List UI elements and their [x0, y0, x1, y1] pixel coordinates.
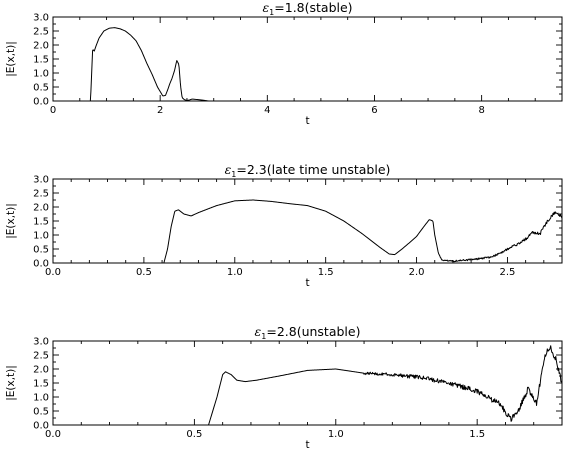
title-symbol: ε [255, 324, 262, 339]
x-axis-label: t [305, 439, 309, 451]
y-tick-label: 0.0 [33, 97, 49, 108]
x-tick-label: 0 [50, 105, 56, 116]
title-subscript: 1 [261, 332, 266, 341]
panel-2: ε1=2.3(late time unstable) 0.0 0.5 1.0 1.5 2.… [5, 162, 563, 289]
x-tick-label: 6 [371, 105, 377, 116]
x-tick-label: 1.0 [328, 429, 344, 440]
x-tick-label: 0.5 [136, 267, 152, 278]
x-tick-label: 2.0 [409, 267, 425, 278]
title-text: =2.8(unstable) [266, 324, 360, 339]
y-axis-label: |E(x,t)| [5, 41, 17, 77]
x-tick-label: 8 [478, 105, 484, 116]
y-tick-label: 1.5 [33, 55, 49, 66]
y-tick-label: 3.0 [33, 13, 49, 24]
x-tick-label: 2.5 [500, 267, 516, 278]
y-tick-label: 0.5 [33, 245, 49, 256]
y-tick-label: 2.0 [33, 203, 49, 214]
x-tick-label: 1.5 [469, 429, 485, 440]
y-tick-label: 2.5 [33, 351, 49, 362]
y-tick-label: 2.5 [33, 189, 49, 200]
y-tick-label: 3.0 [33, 175, 49, 186]
y-axis-label: |E(x,t)| [5, 365, 17, 401]
x-tick-label: 2 [157, 105, 163, 116]
title-text: =2.3(late time unstable) [236, 162, 390, 177]
title-text: =1.8(stable) [274, 0, 352, 15]
y-tick-label: 1.5 [33, 217, 49, 228]
plot-frame [52, 340, 563, 426]
y-tick-label: 2.0 [33, 41, 49, 52]
plot-frame [52, 16, 563, 102]
title-symbol: ε [262, 0, 269, 15]
y-axis-label: |E(x,t)| [5, 203, 17, 239]
x-tick-label: 1.5 [318, 267, 334, 278]
series-line [53, 27, 562, 101]
y-tick-label: 1.0 [33, 231, 49, 242]
chart-title: ε1=2.3(late time unstable) [225, 162, 391, 179]
y-tick-label: 1.0 [33, 69, 49, 80]
panel-1: ε1=1.8(stable) 0 2 4 6 8 0.0 0.5 1.0 1.5 2.0 2.5 3.0… [5, 0, 563, 127]
x-tick-label: 1.0 [227, 267, 243, 278]
y-tick-label: 2.5 [33, 27, 49, 38]
title-symbol: ε [225, 162, 232, 177]
y-tick-label: 0.0 [33, 259, 49, 270]
title-subscript: 1 [231, 170, 236, 179]
y-tick-label: 3.0 [33, 337, 49, 348]
panel-3: ε1=2.8(unstable) 0.0 0.5 1.0 1.5 0.0 0.5 1.0 1.5… [5, 324, 563, 451]
y-tick-label: 0.5 [33, 83, 49, 94]
y-tick-label: 2.0 [33, 365, 49, 376]
chart-title: ε1=1.8(stable) [262, 0, 352, 17]
y-tick-label: 0.0 [33, 421, 49, 432]
y-tick-label: 1.0 [33, 393, 49, 404]
x-tick-label: 4 [264, 105, 270, 116]
x-tick-label: 0.0 [45, 429, 61, 440]
series-line [53, 199, 562, 263]
y-tick-label: 1.5 [33, 379, 49, 390]
y-tick-label: 0.5 [33, 407, 49, 418]
title-subscript: 1 [269, 8, 274, 17]
x-axis-label: t [305, 277, 309, 289]
plot-frame [52, 178, 563, 264]
x-tick-label: 0.5 [186, 429, 202, 440]
chart-title: ε1=2.8(unstable) [255, 324, 361, 341]
x-tick-label: 0.0 [45, 267, 61, 278]
x-axis-label: t [305, 115, 309, 127]
series-line [53, 345, 562, 425]
